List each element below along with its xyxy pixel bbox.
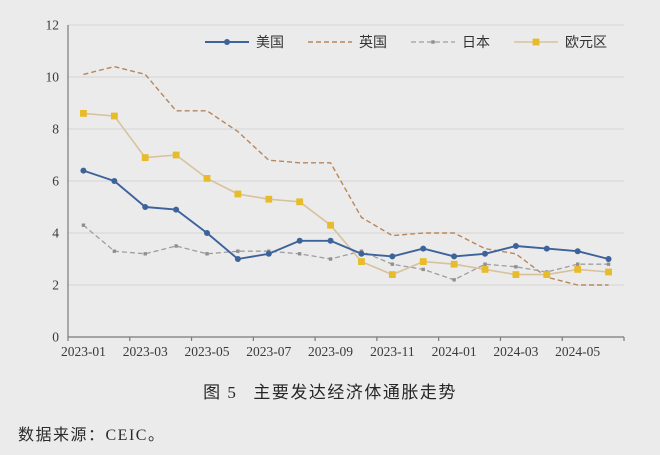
x-tick-label: 2024-03 <box>493 344 538 359</box>
series-marker-jp <box>297 252 302 256</box>
series-marker-jp <box>174 244 178 248</box>
series-marker-ez <box>110 112 118 120</box>
series-marker-jp <box>421 267 425 272</box>
series-marker-jp <box>514 265 518 269</box>
series-marker-ez <box>358 258 365 265</box>
figure-number: 图 5 <box>203 383 238 402</box>
series-marker-us <box>327 237 334 244</box>
series-marker-ez <box>234 190 242 198</box>
legend-item-uk: 英国 <box>308 32 387 52</box>
y-tick-label: 6 <box>52 174 59 189</box>
y-tick-label: 0 <box>52 330 59 345</box>
legend-item-jp: 日本 <box>411 32 490 52</box>
series-marker-ez <box>543 271 551 278</box>
x-tick-label: 2023-07 <box>246 344 291 359</box>
series-line-us <box>83 169 609 260</box>
series-marker-ez <box>141 154 149 161</box>
y-tick-label: 10 <box>46 70 60 85</box>
series-marker-us <box>543 245 550 252</box>
data-source-note: 数据来源：CEIC。 <box>18 427 166 444</box>
series-line-ez <box>83 112 609 276</box>
series-marker-us <box>204 230 210 236</box>
x-tick-label: 2023-03 <box>123 344 168 359</box>
series-marker-ez <box>512 271 520 278</box>
series-marker-us <box>111 178 118 184</box>
series-marker-us <box>389 253 396 260</box>
series-marker-ez <box>481 266 489 273</box>
series-marker-us <box>574 248 581 255</box>
series-marker-us <box>80 167 87 174</box>
series-marker-ez <box>172 151 180 159</box>
x-tick-label: 2024-01 <box>432 344 477 359</box>
x-tick-label: 2024-05 <box>555 344 600 359</box>
y-tick-label: 4 <box>52 226 59 241</box>
series-marker-ez <box>574 266 582 273</box>
series-line-uk <box>83 65 609 286</box>
series-marker-us <box>234 256 241 262</box>
series-marker-ez <box>80 110 87 117</box>
chart-legend: 美国 英国 日本 欧元区 <box>205 32 607 52</box>
uk-line-sample-icon <box>308 41 352 43</box>
chart-canvas: 0 2 4 6 8 10 12 2023-01 2023-03 2023-05 2023-07 202… <box>46 18 625 359</box>
y-tick-label: 2 <box>52 278 59 293</box>
legend-item-us: 美国 <box>205 32 284 52</box>
series-marker-jp <box>483 262 487 266</box>
series-marker-us <box>265 250 272 257</box>
legend-label-uk: 英国 <box>359 36 387 51</box>
series-marker-ez <box>265 195 273 203</box>
legend-label-jp: 日本 <box>462 36 490 51</box>
series-marker-jp <box>452 278 456 282</box>
series-marker-jp <box>575 262 580 266</box>
legend-label-us: 美国 <box>256 36 284 51</box>
series-marker-jp <box>112 249 117 253</box>
series-marker-us <box>420 245 427 252</box>
series-marker-us <box>512 243 519 249</box>
y-tick-label: 12 <box>46 18 60 33</box>
series-marker-jp <box>606 262 611 266</box>
jp-line-sample-icon <box>411 40 455 44</box>
series-marker-us <box>142 204 149 210</box>
series-marker-ez <box>203 175 211 182</box>
legend-item-ez: 欧元区 <box>514 32 607 52</box>
series-line-jp <box>83 224 609 281</box>
series-marker-ez <box>605 268 612 276</box>
series-marker-jp <box>205 252 209 256</box>
series-marker-us <box>605 256 612 262</box>
series-marker-us <box>451 253 458 260</box>
series-marker-ez <box>450 260 458 268</box>
series-marker-jp <box>328 257 333 261</box>
series-marker-jp <box>390 262 395 266</box>
inflation-chart: 0 2 4 6 8 10 12 2023-01 2023-03 2023-05 2023-07 202… <box>46 18 625 359</box>
us-line-sample-icon <box>205 39 249 45</box>
x-tick-label: 2023-11 <box>370 344 415 359</box>
series-marker-ez <box>419 258 427 265</box>
series-marker-ez <box>327 221 334 229</box>
figure-caption: 图 5 主要发达经济体通胀走势 <box>0 378 660 403</box>
series-marker-jp <box>236 249 240 253</box>
figure-title: 主要发达经济体通胀走势 <box>253 383 457 402</box>
series-marker-ez <box>296 198 304 206</box>
legend-label-ez: 欧元区 <box>565 36 607 51</box>
series-marker-us <box>173 206 180 213</box>
series-marker-us <box>482 250 488 257</box>
x-tick-label: 2023-09 <box>308 344 353 359</box>
x-tick-label: 2023-01 <box>61 344 106 359</box>
y-tick-label: 8 <box>52 122 59 137</box>
ez-line-sample-icon <box>514 38 558 46</box>
series-marker-jp <box>143 252 147 256</box>
legend-marker-ez <box>532 38 540 46</box>
series-marker-us <box>296 237 303 244</box>
series-marker-us <box>358 250 365 257</box>
legend-marker-us <box>224 39 230 45</box>
series-marker-jp <box>81 223 86 227</box>
series-marker-ez <box>388 271 396 278</box>
legend-marker-jp <box>431 40 435 44</box>
x-tick-label: 2023-05 <box>185 344 230 359</box>
